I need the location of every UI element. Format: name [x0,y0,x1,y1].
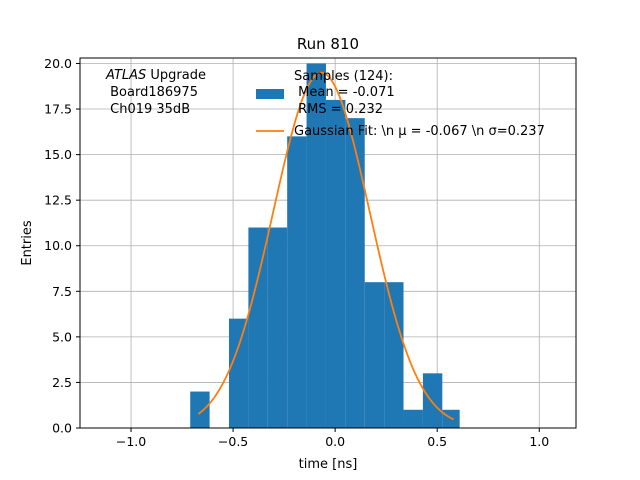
x-axis-ticks: −1.0 −0.5 0.0 0.5 1.0 [116,428,549,449]
legend-hist-line1: Samples (124): [294,69,393,84]
histogram-bar [384,282,404,428]
y-axis-ticks: 0.0 2.5 5.0 7.5 10.0 12.5 15.0 17.5 20.0 [44,56,80,436]
x-tick-label: 0.5 [427,434,447,449]
histogram-bar [267,227,288,428]
histogram-bar [325,99,346,429]
histogram-bar [287,136,307,428]
legend-hist-swatch [256,89,284,99]
histogram-bar [422,373,443,428]
legend-fit-label: Gaussian Fit: \n μ = -0.067 \n σ=0.237 [294,124,545,139]
legend-hist-line3: RMS = 0.232 [294,102,383,117]
y-tick-label: 20.0 [44,56,72,71]
chart-title: Run 810 [297,35,359,53]
y-tick-label: 17.5 [44,102,72,117]
svg-text:ATLAS Upgrade: ATLAS Upgrade [105,68,206,83]
histogram-bars [190,63,460,429]
x-tick-label: −0.5 [218,434,248,449]
histogram-bar [229,318,249,428]
legend: Samples (124): Mean = -0.071 RMS = 0.232… [256,69,545,139]
y-tick-label: 5.0 [52,329,72,344]
x-tick-label: −1.0 [116,434,146,449]
atlas-annotation: ATLAS Upgrade Board186975 Ch019 35dB [105,68,206,117]
y-tick-label: 0.0 [52,421,72,436]
x-tick-label: 0.0 [325,434,345,449]
y-tick-label: 15.0 [44,147,72,162]
y-tick-label: 7.5 [52,284,72,299]
y-tick-label: 2.5 [52,375,72,390]
plot-frame [79,57,577,429]
x-tick-label: 1.0 [529,434,549,449]
histogram-bar [248,227,268,428]
annotation-board: Board186975 [106,85,198,100]
annotation-channel: Ch019 35dB [106,102,190,117]
x-axis-label: time [ns] [299,457,358,472]
histogram-bar [364,282,385,428]
annotation-upgrade: Upgrade [146,68,206,83]
gaussian-fit [197,71,454,421]
histogram-bar [190,391,210,428]
fit-curve [197,71,454,421]
y-tick-label: 10.0 [44,238,72,253]
y-axis-label: Entries [20,220,35,266]
annotation-atlas: ATLAS [105,68,146,83]
y-tick-label: 12.5 [44,193,72,208]
legend-hist-line2: Mean = -0.071 [294,85,395,100]
histogram-bar [306,63,326,428]
histogram-bar [345,118,365,429]
histogram-bar [403,409,423,428]
